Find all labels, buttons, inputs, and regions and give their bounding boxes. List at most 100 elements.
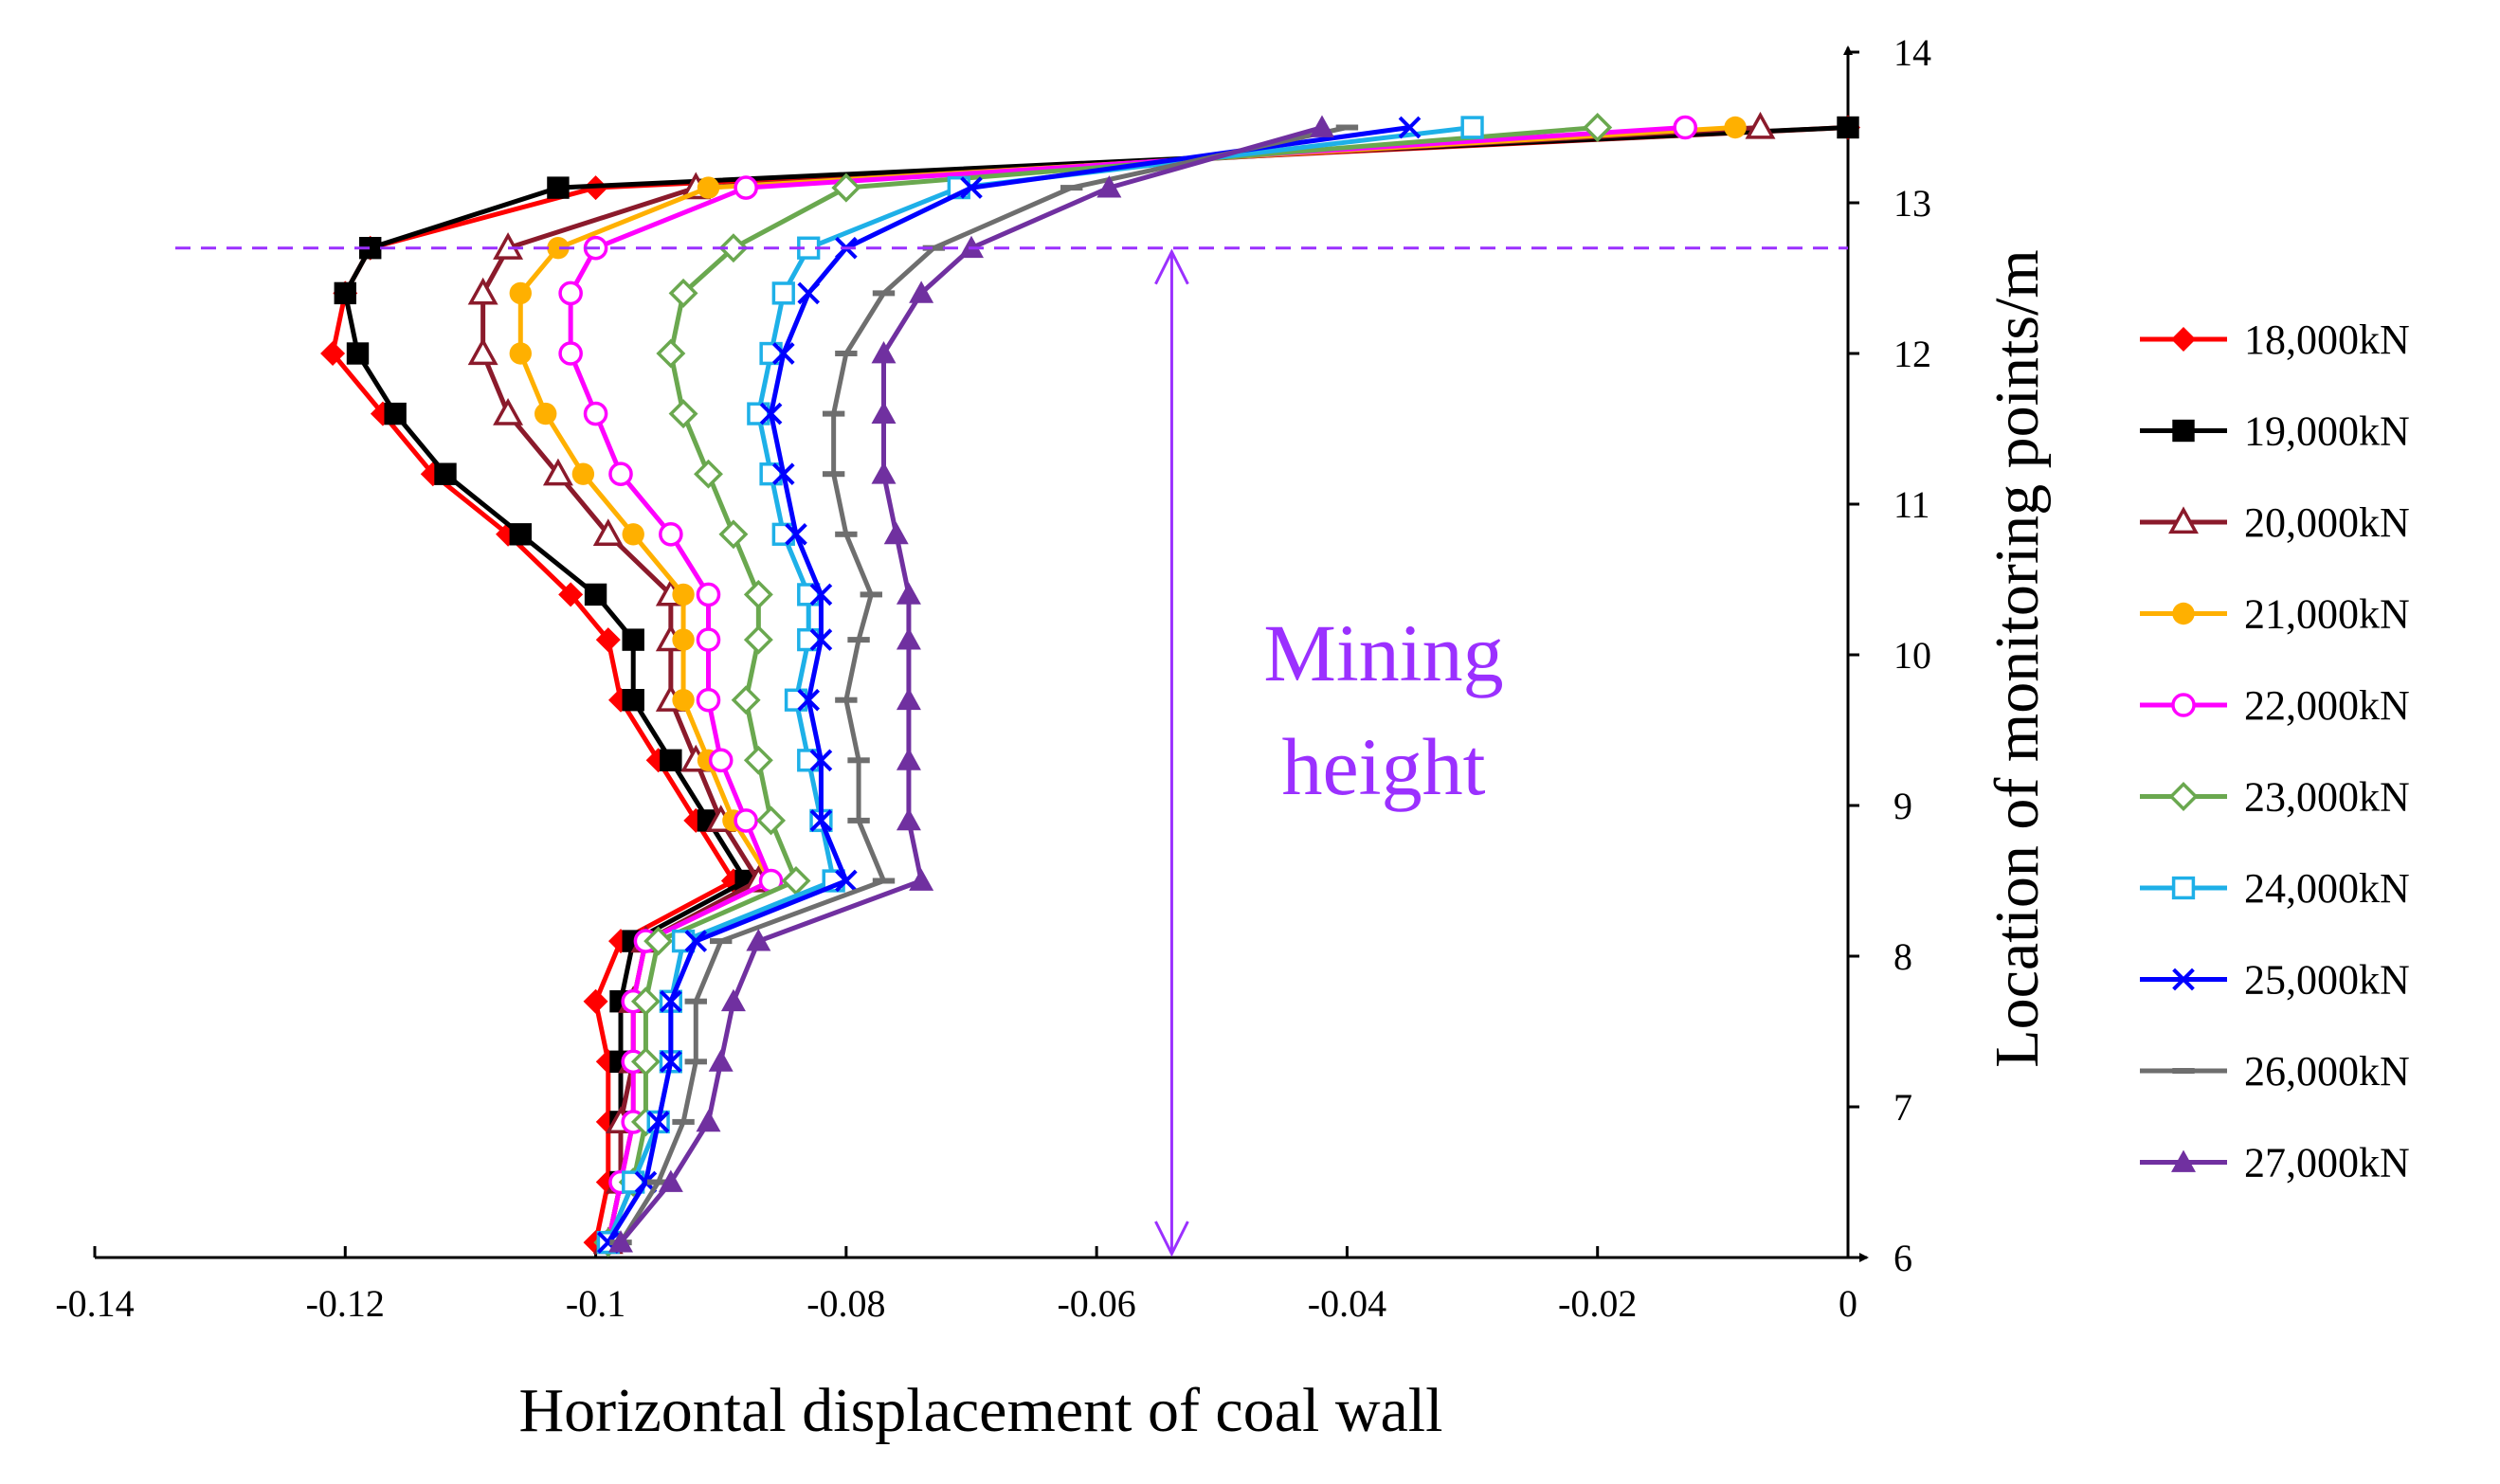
data-point [660,749,682,771]
data-point [872,878,896,884]
legend-label: 22,000kN [2244,682,2410,729]
mining-height-annotation [175,246,1848,1258]
data-point [595,627,621,653]
annotation-label-line1: Mining [1263,607,1503,698]
data-point [630,1046,661,1077]
data-point [608,1230,633,1253]
data-point [2168,782,2199,811]
legend-item-6: 24,000kN [2140,865,2410,912]
data-point [1724,116,1747,139]
data-point [872,290,896,297]
data-point [583,988,608,1014]
x-tick-label: -0.08 [806,1282,885,1325]
data-point [743,579,773,609]
data-point [860,591,882,598]
data-point [896,582,921,605]
data-point [696,627,721,652]
y-tick-label: 14 [1893,31,1931,74]
data-point [571,462,595,485]
data-point [822,471,845,478]
data-point [2171,327,2196,352]
data-point [622,689,644,712]
data-point [558,582,584,607]
data-point [672,583,695,606]
data-point [809,749,833,772]
series-3 [509,116,1747,1254]
data-point [467,337,498,366]
data-point [622,523,644,546]
x-tick-label: -0.02 [1558,1282,1637,1325]
series-line [618,125,1348,1244]
data-point [1060,185,1083,191]
legend-item-5: 23,000kN [2140,774,2410,821]
legend-label: 20,000kN [2244,499,2410,546]
series-0 [320,115,1860,1256]
data-point [896,687,921,711]
data-point [660,1050,682,1074]
data-point [672,689,695,712]
data-point [809,809,833,832]
data-point [684,930,708,952]
y-tick-label: 7 [1893,1086,1912,1129]
data-point [668,399,698,429]
x-tick-label: -0.1 [566,1282,625,1325]
data-point [708,1049,734,1072]
data-point [2168,506,2199,534]
data-point [668,278,698,308]
data-point [672,1118,695,1125]
legend-label: 27,000kN [2244,1140,2410,1186]
y-tick-label: 10 [1893,634,1931,677]
x-tick-label: -0.14 [55,1282,134,1325]
data-point [2171,876,2196,900]
series-8 [609,124,1359,1246]
data-point [718,519,749,550]
data-point [608,461,633,487]
data-point [771,281,795,305]
data-point [883,521,909,545]
legend-item-2: 20,000kN [2140,499,2410,546]
y-tick-label: 11 [1893,483,1930,526]
data-point [334,281,356,305]
data-point [909,281,934,303]
legend-label: 18,000kN [2244,317,2410,363]
data-point [658,1169,683,1192]
y-tick-label: 6 [1893,1237,1912,1279]
data-point [734,175,758,200]
data-point [809,583,833,606]
data-point [909,868,934,891]
legend-item-1: 19,000kN [2140,408,2410,455]
data-point [847,817,870,823]
data-point [467,277,498,305]
data-point [809,628,833,651]
data-point [831,172,861,203]
data-point [871,341,897,364]
data-point [720,988,746,1012]
data-point [731,685,761,715]
data-point [696,582,721,607]
data-point [1335,124,1359,131]
data-point [896,807,921,831]
data-point [384,402,407,425]
y-tick-label: 8 [1893,935,1912,978]
data-point [630,986,661,1017]
legend-label: 21,000kN [2244,591,2410,638]
data-point [684,998,707,1004]
data-point [696,687,721,713]
data-point [835,697,858,703]
data-point [646,1179,670,1185]
data-point [797,688,821,712]
x-tick-label: -0.12 [306,1282,385,1325]
legend-item-4: 22,000kN [2140,682,2410,729]
data-point [960,176,983,199]
data-point [534,402,557,425]
x-axis-label: Horizontal displacement of coal wall [519,1376,1443,1445]
legend-label: 19,000kN [2244,408,2410,455]
data-point [622,628,644,651]
data-point [2172,602,2195,625]
data-point [734,808,758,833]
data-point [583,401,608,426]
data-point [785,522,807,546]
data-point [835,531,858,537]
data-point [1583,113,1613,142]
mining-height-arrow-bottom [1154,1221,1189,1258]
